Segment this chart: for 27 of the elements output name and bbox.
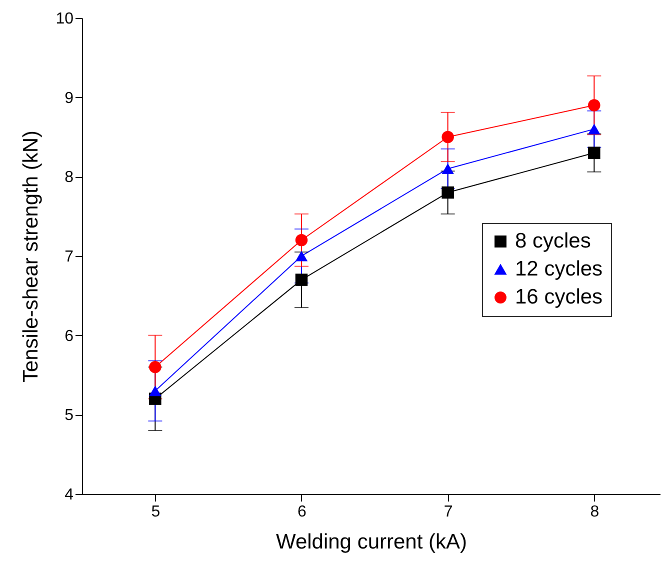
y-tick-label: 9	[64, 90, 74, 107]
legend-label: 8 cycles	[515, 230, 591, 252]
point	[588, 124, 600, 134]
x-tick-label: 7	[444, 504, 453, 520]
y-tick-label: 10	[56, 10, 74, 28]
point	[295, 274, 308, 286]
point	[295, 234, 308, 246]
y-tick-label: 8	[64, 169, 74, 186]
x-tick-label: 5	[151, 504, 160, 520]
y-tick-label: 7	[64, 248, 74, 266]
x-tick-label: 6	[298, 504, 307, 520]
y-axis-title: Tensile-shear strength (kN)	[20, 130, 43, 383]
point	[588, 146, 600, 159]
point	[295, 250, 308, 262]
point	[149, 360, 162, 374]
point	[442, 163, 454, 174]
legend-label: 12 cycles	[515, 258, 603, 280]
point	[588, 99, 600, 112]
y-tick-label: 6	[64, 328, 74, 345]
y-tick-label: 4	[64, 486, 74, 504]
y-tick-label: 5	[64, 407, 74, 424]
x-tick-label: 8	[590, 504, 600, 520]
x-axis-title: Welding current (kA)	[276, 530, 468, 554]
legend-label: 16 cycles	[515, 286, 603, 308]
point	[442, 130, 454, 144]
point	[442, 186, 454, 199]
point	[149, 386, 162, 396]
